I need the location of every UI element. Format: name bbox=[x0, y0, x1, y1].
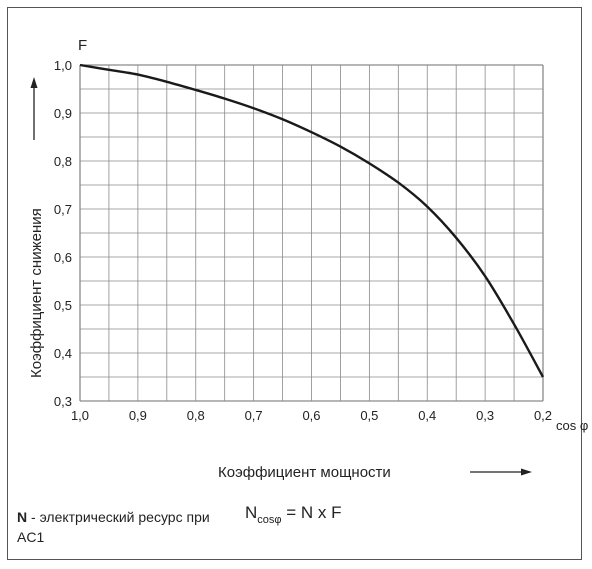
formula-subscript: cosφ bbox=[257, 514, 281, 526]
x-tick-label: 0,8 bbox=[187, 408, 205, 423]
note-text: - электрический ресурс при AC1 bbox=[17, 509, 210, 545]
note-symbol: N bbox=[17, 509, 27, 525]
x-axis-symbol: cos φ bbox=[556, 418, 588, 433]
y-tick-label: 0,6 bbox=[54, 250, 72, 265]
x-tick-label: 0,2 bbox=[534, 408, 552, 423]
x-axis-arrow bbox=[470, 469, 532, 476]
y-tick-label: 0,9 bbox=[54, 106, 72, 121]
y-tick-label: 0,3 bbox=[54, 394, 72, 409]
resource-note: N - электрический ресурс при AC1 bbox=[17, 507, 217, 547]
y-tick-label: 0,5 bbox=[54, 298, 72, 313]
x-tick-labels: 1,0 0,9 0,8 0,7 0,6 0,5 0,4 0,3 0,2 bbox=[71, 408, 552, 423]
y-tick-label: 0,4 bbox=[54, 346, 72, 361]
y-tick-label: 0,7 bbox=[54, 202, 72, 217]
y-tick-label: 0,8 bbox=[54, 154, 72, 169]
y-tick-labels: 0,3 0,4 0,5 0,6 0,7 0,8 0,9 1,0 bbox=[54, 58, 72, 409]
y-axis-symbol: F bbox=[78, 37, 87, 54]
formula-rest: = N x F bbox=[282, 503, 342, 522]
x-tick-label: 0,4 bbox=[418, 408, 436, 423]
x-tick-label: 1,0 bbox=[71, 408, 89, 423]
x-axis-label: Коэффициент мощности bbox=[218, 464, 391, 481]
y-axis-label: Коэффициент снижения bbox=[28, 208, 45, 378]
y-axis-arrow bbox=[31, 77, 38, 140]
x-tick-label: 0,6 bbox=[302, 408, 320, 423]
x-tick-label: 0,9 bbox=[129, 408, 147, 423]
x-tick-label: 0,5 bbox=[360, 408, 378, 423]
y-tick-label: 1,0 bbox=[54, 58, 72, 73]
x-tick-label: 0,3 bbox=[476, 408, 494, 423]
x-tick-label: 0,7 bbox=[245, 408, 263, 423]
formula: Ncosφ = N x F bbox=[245, 503, 342, 523]
chart-grid bbox=[80, 65, 543, 401]
formula-main: N bbox=[245, 503, 257, 522]
